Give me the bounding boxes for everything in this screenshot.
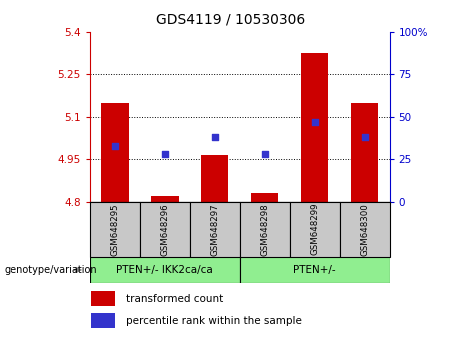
Point [261,152,268,157]
FancyBboxPatch shape [90,257,240,283]
Text: GDS4119 / 10530306: GDS4119 / 10530306 [156,12,305,27]
Bar [91,313,115,328]
Point [211,135,219,140]
Text: transformed count: transformed count [125,294,223,304]
Point [161,152,168,157]
FancyBboxPatch shape [240,257,390,283]
Text: PTEN+/- IKK2ca/ca: PTEN+/- IKK2ca/ca [117,265,213,275]
Bar [201,155,229,202]
Bar [301,53,328,202]
Bar [251,193,278,202]
Text: genotype/variation: genotype/variation [5,265,97,275]
Text: GSM648298: GSM648298 [260,203,269,256]
Text: GSM648296: GSM648296 [160,203,169,256]
Bar [151,196,178,202]
Text: PTEN+/-: PTEN+/- [293,265,336,275]
FancyBboxPatch shape [290,202,340,257]
Bar [91,291,115,306]
FancyBboxPatch shape [340,202,390,257]
Point [111,143,118,149]
Text: GSM648295: GSM648295 [110,203,119,256]
FancyBboxPatch shape [140,202,190,257]
Text: percentile rank within the sample: percentile rank within the sample [125,316,301,326]
FancyBboxPatch shape [90,202,140,257]
FancyBboxPatch shape [240,202,290,257]
FancyBboxPatch shape [190,202,240,257]
Bar [351,103,378,202]
Point [361,135,368,140]
Text: GSM648300: GSM648300 [360,203,369,256]
Text: GSM648297: GSM648297 [210,203,219,256]
Text: GSM648299: GSM648299 [310,203,319,256]
Bar [101,103,129,202]
Point [311,119,318,125]
